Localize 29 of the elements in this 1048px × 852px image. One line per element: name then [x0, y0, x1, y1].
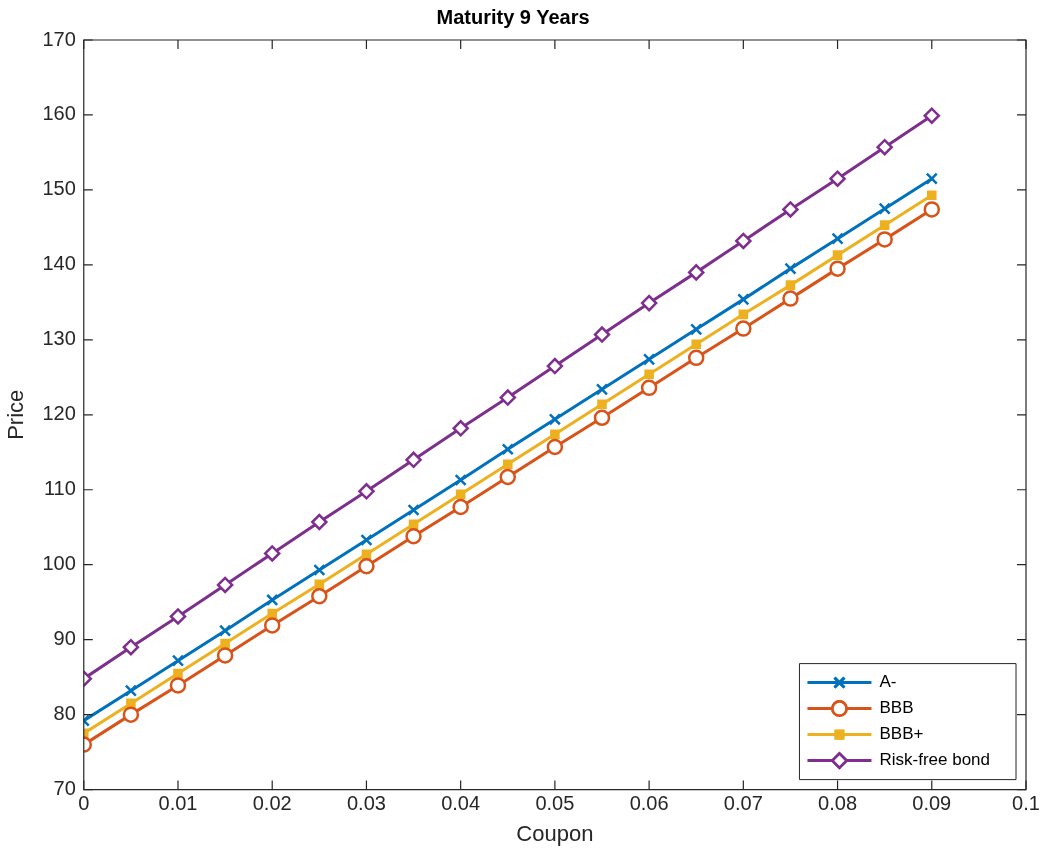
y-tick-label: 110: [43, 477, 76, 500]
y-tick-label: 150: [42, 177, 76, 200]
x-tick-label: 0.03: [346, 792, 386, 815]
x-tick-label: 0.01: [158, 792, 198, 815]
y-tick-label: 120: [42, 402, 76, 425]
x-axis-title: Coupon: [516, 820, 594, 846]
x-tick-label: 0.07: [723, 792, 763, 815]
chart-title: Maturity 9 Years: [436, 5, 590, 28]
x-tick-label: 0.1: [1012, 792, 1040, 815]
x-tick-label: 0.09: [912, 792, 952, 815]
legend-label: Risk-free bond: [879, 750, 991, 770]
x-tick-label: 0: [78, 792, 90, 815]
x-tick-label: 0.08: [818, 792, 858, 815]
y-tick-label: 170: [42, 27, 76, 50]
y-tick-label: 140: [42, 252, 76, 275]
x-tick-label: 0.04: [441, 792, 481, 815]
y-tick-label: 70: [53, 777, 76, 800]
x-tick-label: 0.06: [629, 792, 669, 815]
legend-label: BBB+: [879, 724, 924, 744]
y-axis-title: Price: [3, 389, 29, 440]
legend-label: BBB: [879, 698, 914, 718]
y-tick-label: 90: [53, 627, 76, 650]
y-tick-label: 100: [42, 552, 76, 575]
legend-label: A-: [879, 672, 897, 692]
y-tick-label: 80: [53, 702, 76, 725]
y-tick-label: 160: [42, 102, 76, 125]
y-tick-label: 130: [42, 327, 76, 350]
x-tick-label: 0.02: [252, 792, 292, 815]
x-tick-label: 0.05: [535, 792, 575, 815]
